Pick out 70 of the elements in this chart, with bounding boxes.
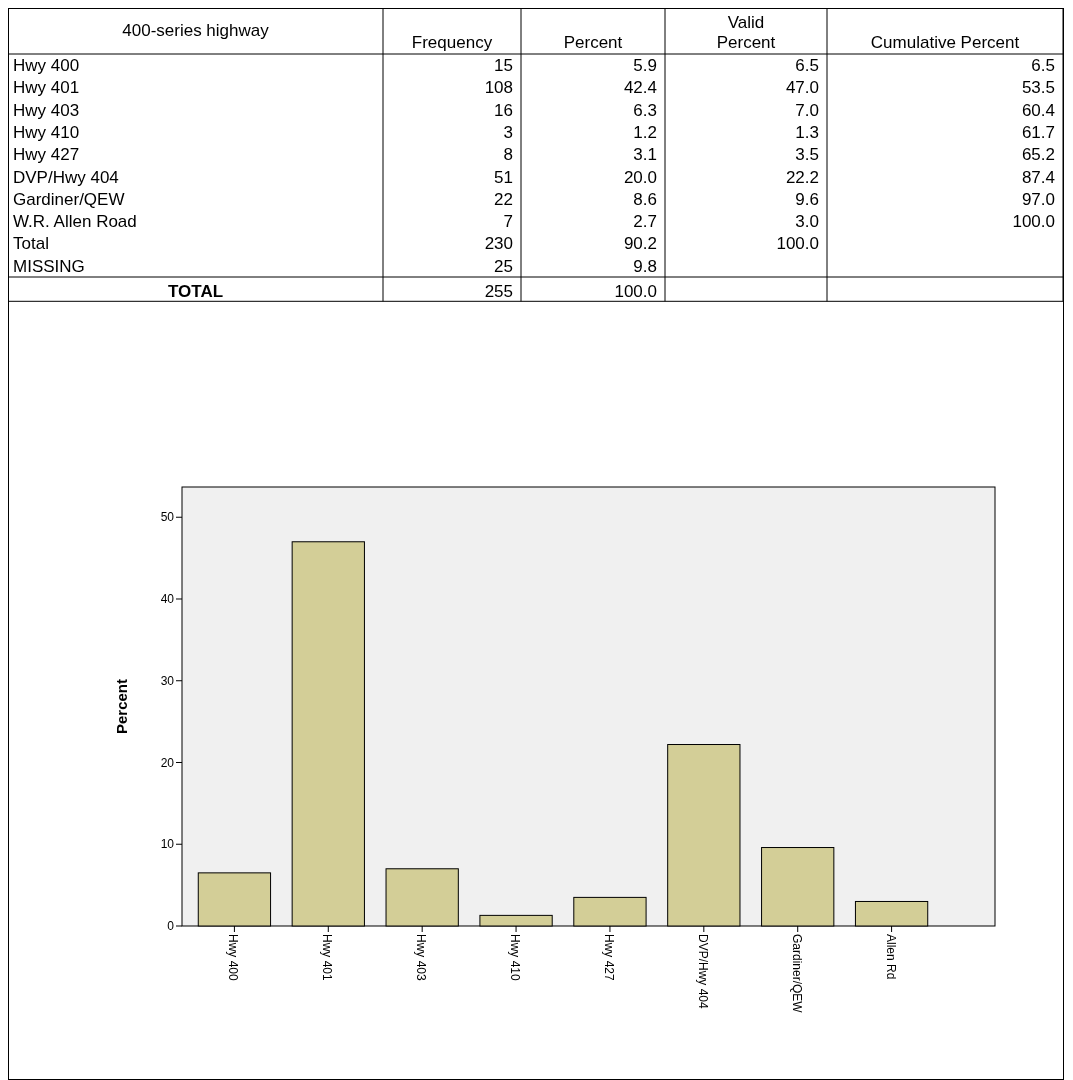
data-label: 6.5 — [1031, 56, 1055, 75]
data-label: 22.2 — [785, 167, 819, 187]
data-label: 255 — [484, 282, 513, 301]
text: Frequency — [411, 33, 493, 52]
data-label: 8.6 — [633, 189, 657, 209]
text: Percent — [563, 33, 623, 52]
data-label: 7.0 — [795, 100, 819, 120]
data-label: 60.4 — [1021, 100, 1055, 120]
data-label: 87.4 — [1021, 167, 1055, 187]
x-tick-label: DVP/Hwy 404 — [695, 934, 710, 1010]
data-label: 65.2 — [1021, 145, 1055, 165]
x-tick-label: Hwy 427 — [601, 934, 616, 982]
data-label: 100.0 — [614, 282, 657, 301]
data-label: 230 — [484, 234, 513, 254]
x-tick-label: Hwy 403 — [414, 934, 429, 982]
x-tick-label: Hwy 410 — [508, 934, 523, 982]
y-tick-label: 40 — [160, 592, 175, 607]
data-label: 8 — [503, 145, 513, 165]
data-label: 2.7 — [633, 212, 657, 232]
x-tick-label: Gardiner/QEW — [789, 934, 804, 1014]
y-axis-title: Percent — [113, 678, 130, 735]
category-label: Total — [13, 234, 49, 254]
data-label: 108 — [484, 78, 513, 98]
category-label: Hwy 427 — [13, 145, 80, 165]
data-label: 9.6 — [795, 189, 819, 209]
data-label: 61.7 — [1021, 122, 1055, 142]
data-label: 6.3 — [633, 100, 657, 120]
data-label: 100.0 — [776, 234, 819, 254]
category-label: W.R. Allen Road — [13, 212, 137, 232]
category-label: TOTAL — [167, 282, 224, 301]
data-label: 5.9 — [633, 56, 657, 75]
x-tick-label: Hwy 400 — [226, 934, 241, 982]
data-label: 51 — [494, 167, 513, 187]
data-label: 100.0 — [1012, 212, 1055, 232]
category-label: Hwy 401 — [13, 78, 80, 98]
data-label: 7 — [503, 212, 513, 232]
category-label: Gardiner/QEW — [13, 189, 125, 209]
data-label: 3.0 — [795, 212, 819, 232]
data-label: 47.0 — [785, 78, 819, 98]
category-label: Hwy 400 — [13, 56, 80, 75]
y-tick-label: 50 — [160, 510, 175, 525]
data-label: 97.0 — [1021, 189, 1055, 209]
category-label: MISSING — [13, 256, 85, 276]
data-label: 90.2 — [623, 234, 657, 254]
y-tick-label: 20 — [160, 755, 175, 770]
x-tick-label: Allen Rd — [883, 934, 898, 980]
data-label: 1.3 — [795, 122, 819, 142]
y-tick-label: 30 — [160, 673, 175, 688]
data-label: 20.0 — [623, 167, 657, 187]
y-tick-label: 10 — [160, 837, 175, 852]
data-label: 1.2 — [633, 122, 657, 142]
data-label: 22 — [494, 189, 513, 209]
y-tick-label: 0 — [167, 919, 175, 934]
data-label: 16 — [494, 100, 513, 120]
x-tick-label: Hwy 401 — [320, 934, 335, 982]
data-label: 9.8 — [633, 256, 657, 276]
text: Cumulative Percent — [870, 33, 1020, 52]
data-label: 3.5 — [795, 145, 819, 165]
text: 400-series highway — [122, 21, 270, 40]
data-label: 3.1 — [633, 145, 657, 165]
data-label: 53.5 — [1021, 78, 1055, 98]
data-label: 42.4 — [623, 78, 657, 98]
category-label: Hwy 403 — [13, 100, 80, 120]
data-label: 3 — [503, 122, 513, 142]
data-label: 15 — [494, 56, 513, 75]
category-label: DVP/Hwy 404 — [13, 167, 119, 187]
category-label: Hwy 410 — [13, 122, 80, 142]
data-label: 6.5 — [795, 56, 819, 75]
data-label: 25 — [494, 256, 513, 276]
text: Valid Percent — [716, 13, 776, 52]
